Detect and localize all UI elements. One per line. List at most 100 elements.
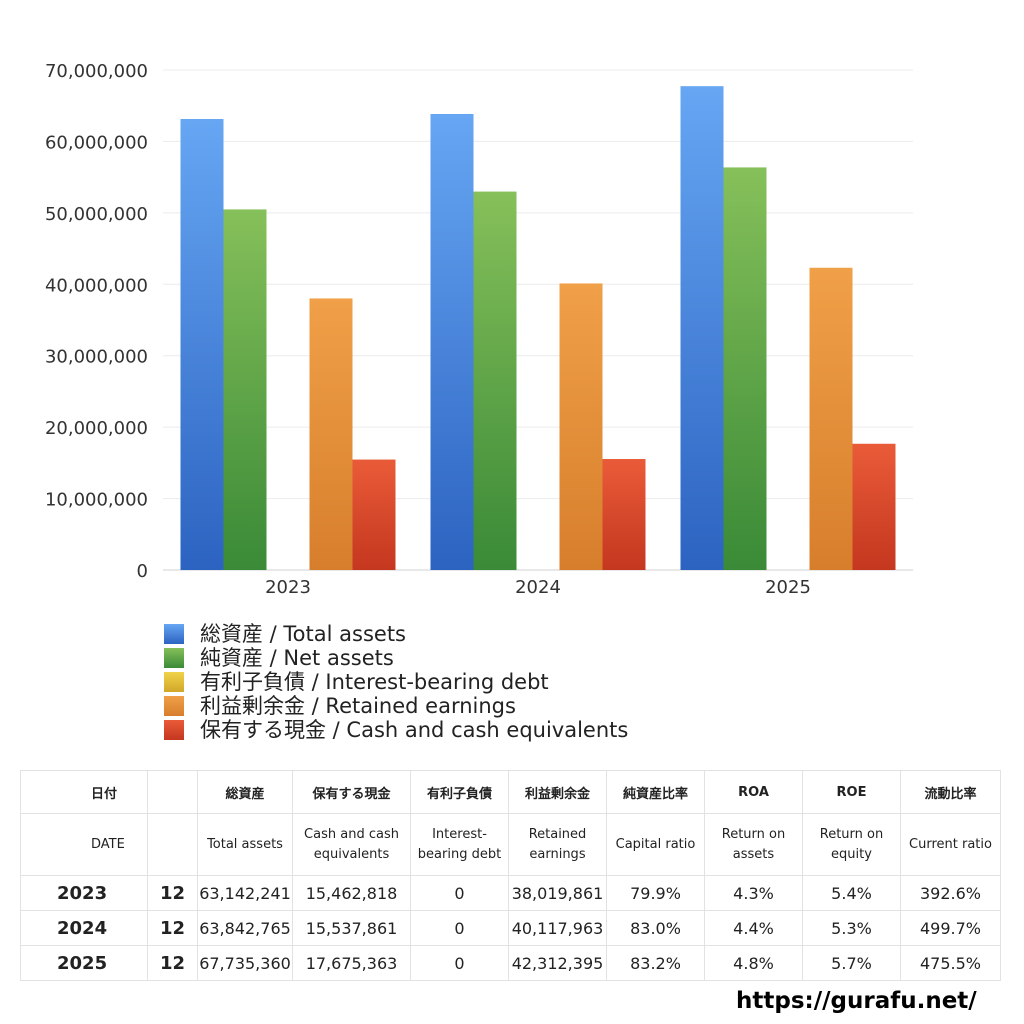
table-header-cell: [147, 770, 198, 814]
legend-label: 純資産 / Net assets: [200, 646, 394, 670]
legend-swatch-retained-earnings: [164, 696, 184, 716]
table-cell: 63,842,765: [197, 910, 293, 946]
y-tick-label: 0: [137, 561, 148, 582]
bar-net-assets-2024: [473, 191, 517, 571]
table-cell: 40,117,963: [508, 910, 607, 946]
legend-swatch-net-assets: [164, 648, 184, 668]
bar-cash-2023: [352, 459, 396, 570]
legend-item: 利益剰余金 / Retained earnings: [164, 694, 628, 718]
legend-label: 有利子負債 / Interest-bearing debt: [200, 670, 549, 694]
legend: 総資産 / Total assets 純資産 / Net assets 有利子負…: [164, 622, 628, 742]
x-tick-label: 2024: [515, 577, 561, 598]
table-cell: 83.2%: [606, 945, 705, 981]
table-cell: 63,142,241: [197, 875, 293, 911]
table-row: 2023 12 63,142,241 15,462,818 0 38,019,8…: [20, 875, 1001, 911]
y-tick-label: 60,000,000: [45, 132, 148, 153]
y-tick-label: 30,000,000: [45, 347, 148, 368]
legend-label: 保有する現金 / Cash and cash equivalents: [200, 718, 629, 742]
table-cell-year: 2024: [20, 910, 148, 946]
site-url: https://gurafu.net/: [736, 988, 977, 1014]
table-cell: 0: [410, 875, 509, 911]
legend-item: 総資産 / Total assets: [164, 622, 628, 646]
table-header-cell: Current ratio: [900, 813, 1001, 876]
table-cell: 475.5%: [900, 945, 1001, 981]
table-cell: 79.9%: [606, 875, 705, 911]
table-header-jp: 日付 総資産 保有する現金 有利子負債 利益剰余金 純資産比率 ROA ROE …: [20, 770, 1001, 814]
legend-swatch-total-assets: [164, 624, 184, 644]
table-header-cell: 流動比率: [900, 770, 1001, 814]
legend-label: 総資産 / Total assets: [200, 622, 406, 646]
table-header-cell: 総資産: [197, 770, 293, 814]
table-header-cell: DATE: [20, 813, 148, 876]
table-cell: 5.7%: [802, 945, 901, 981]
table-header-cell: ROA: [704, 770, 803, 814]
bar-retained-earnings-2025: [809, 267, 853, 570]
legend-item: 純資産 / Net assets: [164, 646, 628, 670]
table-cell-month: 12: [147, 875, 198, 911]
table-cell: 499.7%: [900, 910, 1001, 946]
table-header-cell: Interest-bearing debt: [410, 813, 509, 876]
table-header-cell: 純資産比率: [606, 770, 705, 814]
table-header-cell: 有利子負債: [410, 770, 509, 814]
table-header-cell: Return on equity: [802, 813, 901, 876]
table-header-en: DATE Total assets Cash and cash equivale…: [20, 813, 1001, 876]
table-cell-year: 2023: [20, 875, 148, 911]
legend-label: 利益剰余金 / Retained earnings: [200, 694, 516, 718]
x-tick-label: 2025: [765, 577, 811, 598]
table-header-cell: [147, 813, 198, 876]
table-cell: 0: [410, 945, 509, 981]
financial-table: 日付 総資産 保有する現金 有利子負債 利益剰余金 純資産比率 ROA ROE …: [20, 770, 1001, 981]
y-axis-ticks: 0 10,000,000 20,000,000 30,000,000 40,000,00…: [45, 61, 148, 582]
bar-chart: 0 10,000,000 20,000,000 30,000,000 40,000,00…: [45, 61, 913, 598]
table-cell: 15,462,818: [292, 875, 411, 911]
table-cell-month: 12: [147, 945, 198, 981]
table-row: 2025 12 67,735,360 17,675,363 0 42,312,3…: [20, 945, 1001, 981]
bar-total-assets-2025: [680, 86, 724, 571]
x-tick-label: 2023: [265, 577, 311, 598]
gridlines: [163, 69, 913, 571]
table-cell: 392.6%: [900, 875, 1001, 911]
table-header-cell: Retained earnings: [508, 813, 607, 876]
table-cell: 15,537,861: [292, 910, 411, 946]
legend-swatch-interest-bearing-debt: [164, 672, 184, 692]
table-cell: 17,675,363: [292, 945, 411, 981]
bar-total-assets-2024: [430, 113, 474, 570]
table-cell: 42,312,395: [508, 945, 607, 981]
legend-item: 保有する現金 / Cash and cash equivalents: [164, 718, 628, 742]
x-axis-ticks: 2023 2024 2025: [265, 577, 811, 598]
table-header-cell: 利益剰余金: [508, 770, 607, 814]
table-cell-month: 12: [147, 910, 198, 946]
table-cell: 0: [410, 910, 509, 946]
bar-net-assets-2025: [723, 167, 767, 570]
table-header-cell: Cash and cash equivalents: [292, 813, 411, 876]
y-tick-label: 10,000,000: [45, 490, 148, 511]
table-cell: 4.4%: [704, 910, 803, 946]
y-tick-label: 20,000,000: [45, 418, 148, 439]
table-cell: 5.4%: [802, 875, 901, 911]
bar-retained-earnings-2023: [309, 298, 353, 570]
table-cell: 83.0%: [606, 910, 705, 946]
table-cell-year: 2025: [20, 945, 148, 981]
table-header-cell: Total assets: [197, 813, 293, 876]
bar-retained-earnings-2024: [559, 283, 603, 570]
table-header-cell: Return on assets: [704, 813, 803, 876]
bar-cash-2025: [852, 443, 896, 570]
y-tick-label: 50,000,000: [45, 204, 148, 225]
table-header-cell: ROE: [802, 770, 901, 814]
bar-cash-2024: [602, 459, 646, 570]
bar-net-assets-2023: [223, 209, 267, 570]
table-cell: 4.8%: [704, 945, 803, 981]
legend-item: 有利子負債 / Interest-bearing debt: [164, 670, 628, 694]
table-cell: 67,735,360: [197, 945, 293, 981]
table-cell: 5.3%: [802, 910, 901, 946]
table-header-cell: 保有する現金: [292, 770, 411, 814]
table-cell: 4.3%: [704, 875, 803, 911]
y-tick-label: 70,000,000: [45, 61, 148, 82]
table-header-cell: 日付: [20, 770, 148, 814]
table-cell: 38,019,861: [508, 875, 607, 911]
table-row: 2024 12 63,842,765 15,537,861 0 40,117,9…: [20, 910, 1001, 946]
y-tick-label: 40,000,000: [45, 275, 148, 296]
bar-total-assets-2023: [180, 118, 224, 570]
legend-swatch-cash: [164, 720, 184, 740]
table-header-cell: Capital ratio: [606, 813, 705, 876]
